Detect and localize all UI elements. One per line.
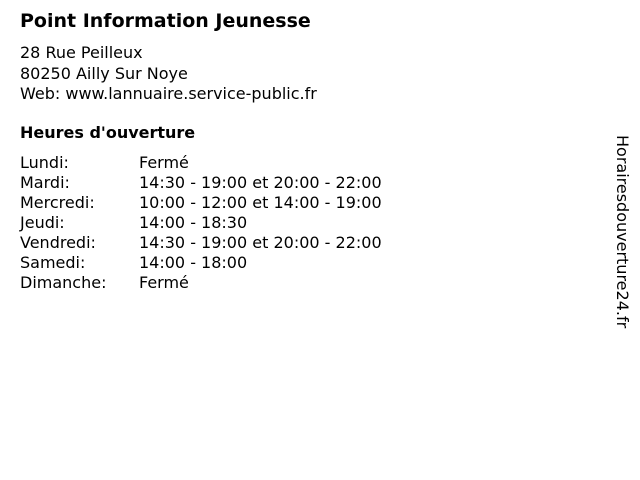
day-label: Vendredi: — [20, 233, 96, 252]
day-hours: 10:00 - 12:00 et 14:00 - 19:00 — [139, 193, 382, 212]
hours-table: Lundi: Fermé Mardi: 14:30 - 19:00 et 20:00… — [20, 153, 382, 293]
day-hours: Fermé — [139, 273, 189, 292]
hours-heading: Heures d'ouverture — [20, 123, 196, 142]
watermark: Horairesdouverture24.fr — [613, 135, 632, 329]
hours-row: Vendredi: 14:30 - 19:00 et 20:00 - 22:00 — [20, 233, 382, 253]
hours-row: Mercredi: 10:00 - 12:00 et 14:00 - 19:00 — [20, 193, 382, 213]
day-hours: Fermé — [139, 153, 189, 172]
hours-row: Mardi: 14:30 - 19:00 et 20:00 - 22:00 — [20, 173, 382, 193]
day-label: Mercredi: — [20, 193, 95, 212]
hours-row: Lundi: Fermé — [20, 153, 382, 173]
day-hours: 14:30 - 19:00 et 20:00 - 22:00 — [139, 233, 382, 252]
day-label: Mardi: — [20, 173, 70, 192]
street: 28 Rue Peilleux — [20, 43, 143, 62]
address-block: 28 Rue Peilleux 80250 Ailly Sur Noye Web… — [20, 43, 317, 105]
day-label: Lundi: — [20, 153, 69, 172]
hours-row: Jeudi: 14:00 - 18:30 — [20, 213, 382, 233]
day-label: Samedi: — [20, 253, 86, 272]
day-hours: 14:00 - 18:00 — [139, 253, 248, 272]
day-hours: 14:00 - 18:30 — [139, 213, 248, 232]
website: Web: www.lannuaire.service-public.fr — [20, 84, 317, 103]
day-label: Dimanche: — [20, 273, 107, 292]
hours-row: Dimanche: Fermé — [20, 273, 382, 293]
hours-row: Samedi: 14:00 - 18:00 — [20, 253, 382, 273]
day-label: Jeudi: — [20, 213, 65, 232]
city: 80250 Ailly Sur Noye — [20, 63, 188, 83]
page-title: Point Information Jeunesse — [20, 10, 311, 32]
day-hours: 14:30 - 19:00 et 20:00 - 22:00 — [139, 173, 382, 192]
